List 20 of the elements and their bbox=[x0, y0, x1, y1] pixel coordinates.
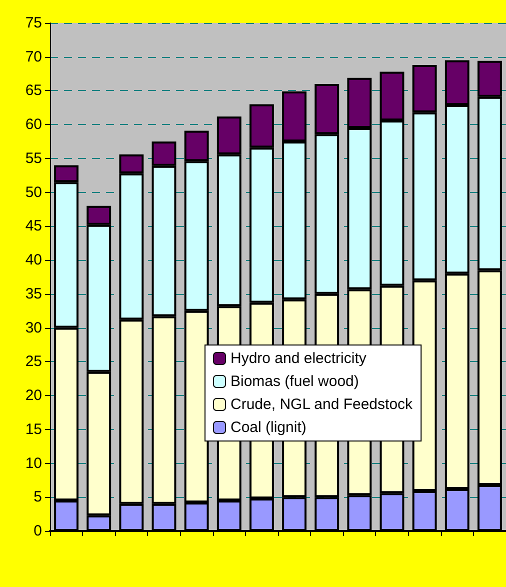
legend-label: Hydro and electricity bbox=[230, 350, 367, 367]
y-tick-label: 60 bbox=[25, 116, 42, 134]
y-tick-label: 25 bbox=[25, 353, 42, 370]
y-tick-label: 30 bbox=[25, 319, 42, 336]
y-tick-label: 35 bbox=[25, 285, 42, 302]
y-tick-label: 10 bbox=[25, 454, 42, 472]
y-tick-label: 55 bbox=[25, 150, 42, 167]
y-tick-label: 65 bbox=[25, 82, 42, 100]
legend-label: Coal (lignit) bbox=[230, 419, 306, 436]
y-tick-label: 75 bbox=[25, 14, 42, 32]
legend-label: Crude, NGL and Feedstock bbox=[230, 396, 414, 413]
y-tick-label: 5 bbox=[34, 488, 42, 506]
y-tick-label: 70 bbox=[25, 48, 42, 66]
legend-label: Biomas (fuel wood) bbox=[230, 373, 359, 390]
y-tick-label: 20 bbox=[25, 387, 42, 404]
y-tick-label: 50 bbox=[25, 184, 42, 201]
y-tick-label: 0 bbox=[34, 522, 42, 540]
y-tick-label: 45 bbox=[25, 218, 42, 235]
y-tick-label: 15 bbox=[25, 420, 42, 438]
y-tick-label: 40 bbox=[25, 252, 42, 269]
